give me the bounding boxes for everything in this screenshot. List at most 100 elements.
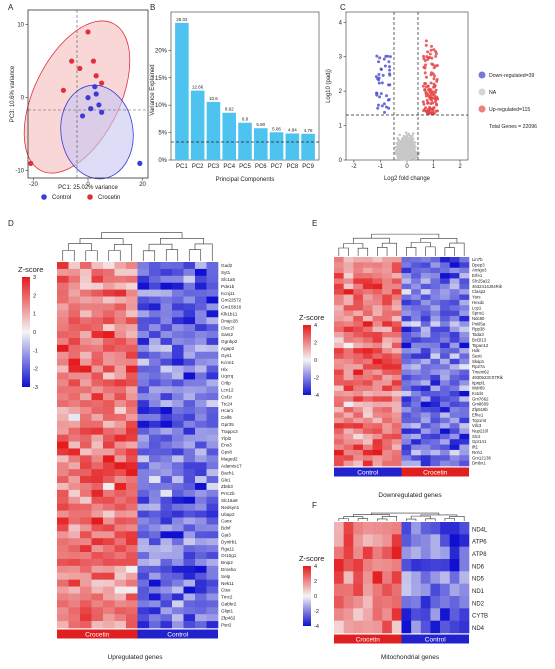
- bar-x-tick-label: PC8: [286, 164, 298, 170]
- heatmap-cell: [459, 326, 470, 333]
- variance-bar: [222, 112, 237, 160]
- bar-y-tick-label: 5%: [158, 131, 167, 137]
- heatmap-cell: [411, 283, 422, 290]
- heatmap-cell: [449, 342, 460, 349]
- heatmap-cell: [362, 412, 373, 419]
- heatmap-cell: [137, 337, 150, 346]
- heatmap-cell: [449, 423, 460, 429]
- heatmap-cell: [57, 482, 69, 491]
- heatmap-cell: [411, 522, 422, 535]
- heatmap-cell: [57, 434, 69, 442]
- heatmap-cell: [362, 364, 373, 370]
- heatmap-cell: [149, 275, 161, 284]
- heatmap-cell: [160, 262, 173, 270]
- heatmap-cell: [114, 517, 127, 525]
- heatmap-cell: [172, 572, 184, 580]
- heatmap-cell: [68, 476, 81, 484]
- heatmap-cell: [91, 372, 104, 380]
- heatmap-cell: [459, 620, 470, 634]
- volcano-y-tick-label: 0: [339, 158, 343, 164]
- dendrogram-branch: [377, 518, 388, 521]
- heatmap-row-label: Zfp462: [221, 615, 236, 620]
- down-gene-point: [387, 60, 391, 64]
- heatmap-cell: [137, 538, 150, 546]
- heatmap-cell: [449, 571, 460, 584]
- heatmap-cell: [411, 353, 422, 360]
- heatmap-cell: [183, 469, 196, 477]
- heatmap-cell: [195, 552, 207, 560]
- heatmap-cell: [195, 462, 207, 470]
- heatmap-cell: [382, 337, 393, 344]
- heatmap-cell: [80, 586, 92, 594]
- heatmap-cell: [172, 358, 184, 366]
- heatmap-cell: [343, 444, 354, 451]
- heatmap-cell: [126, 372, 138, 380]
- heatmap-cell: [80, 482, 92, 491]
- up-gene-point: [434, 54, 438, 58]
- heatmap-cell: [449, 315, 460, 322]
- heatmap-cell: [353, 583, 364, 597]
- heatmap-cell: [206, 469, 219, 477]
- heatmap-cell: [391, 374, 402, 381]
- heatmap-cell: [449, 348, 460, 354]
- heatmap-cell: [206, 331, 219, 339]
- heatmap-cell: [334, 439, 344, 445]
- crocetin-point: [93, 73, 99, 79]
- zscale-tick-label: -2: [33, 367, 38, 373]
- heatmap-cell: [137, 268, 150, 277]
- heatmap-cell: [57, 379, 69, 387]
- heatmap-cell: [126, 476, 138, 484]
- heatmap-row-label: Lcn12: [221, 387, 234, 392]
- heatmap-cell: [172, 531, 184, 539]
- up-gene-point: [435, 103, 439, 107]
- na-gene-point: [408, 153, 411, 157]
- heatmap-cell: [362, 305, 373, 311]
- heatmap-cell: [449, 310, 460, 317]
- heatmap-f-title: Mitochondrial genes: [381, 654, 440, 661]
- heatmap-cell: [411, 326, 422, 333]
- heatmap-row-label: Celf6: [221, 415, 232, 420]
- heatmap-cell: [401, 273, 412, 279]
- heatmap-cell: [391, 396, 402, 402]
- heatmap-cell: [401, 396, 412, 402]
- heatmap-row-label: Pde1b: [221, 284, 235, 289]
- heatmap-cell: [206, 420, 219, 429]
- heatmap-cell: [382, 380, 393, 386]
- dendrogram-branch: [68, 243, 92, 251]
- heatmap-cell: [362, 423, 373, 429]
- heatmap-cell: [114, 607, 127, 615]
- heatmap-row-label: Vilc3: [472, 423, 482, 428]
- up-gene-point: [431, 92, 435, 96]
- heatmap-cell: [430, 294, 441, 301]
- heatmap-cell: [411, 396, 422, 402]
- heatmap-cell: [80, 593, 92, 601]
- heatmap-cell: [172, 579, 184, 587]
- heatmap-cell: [382, 449, 393, 456]
- heatmap-cell: [126, 441, 138, 449]
- heatmap-cell: [343, 439, 354, 445]
- heatmap-cell: [440, 310, 451, 317]
- heatmap-cell: [353, 273, 364, 279]
- dendrogram-branch: [352, 237, 390, 244]
- up-gene-point: [429, 48, 433, 52]
- bar-x-tick-label: PC4: [223, 164, 235, 170]
- heatmap-cell: [68, 317, 81, 325]
- heatmap-cell: [430, 262, 441, 269]
- dendrogram-branch: [338, 518, 349, 521]
- bar-y-tick-label: 0%: [158, 158, 167, 164]
- group-label: Control: [167, 631, 189, 638]
- heatmap-cell: [401, 294, 412, 301]
- heatmap-cell: [372, 315, 383, 322]
- heatmap-cell: [195, 469, 207, 477]
- heatmap-cell: [149, 331, 161, 339]
- up-gene-point: [429, 81, 433, 85]
- heatmap-cell: [183, 393, 196, 401]
- heatmap-cell: [183, 455, 196, 463]
- zscale-title: Z-score: [299, 313, 324, 322]
- heatmap-cell: [149, 262, 161, 270]
- heatmap-cell: [382, 455, 393, 461]
- heatmap-cell: [440, 583, 451, 597]
- heatmap-cell: [391, 423, 402, 429]
- heatmap-cell: [57, 489, 69, 498]
